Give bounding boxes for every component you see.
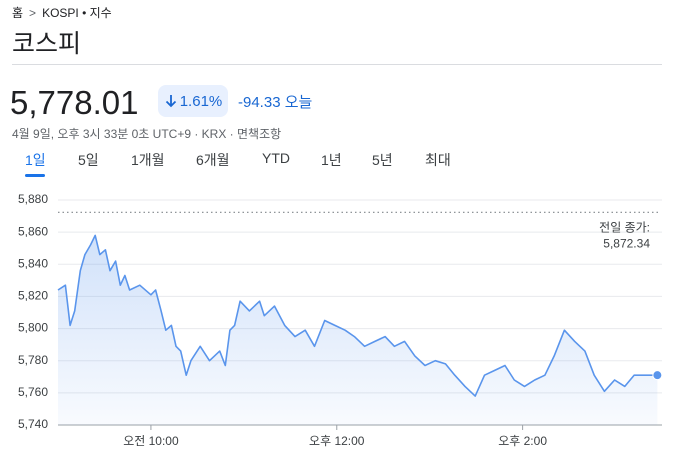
y-tick-label: 5,860 bbox=[18, 224, 48, 238]
change-pill: 1.61% bbox=[158, 85, 228, 117]
change-period: 오늘 bbox=[284, 94, 313, 111]
x-tick-label: 오전 10:00 bbox=[123, 434, 179, 448]
tab[interactable]: 6개월 bbox=[196, 152, 230, 168]
last-point bbox=[652, 370, 663, 381]
title: 코스피 bbox=[12, 30, 82, 58]
tab[interactable]: 1년 bbox=[321, 152, 342, 168]
y-tick-label: 5,800 bbox=[18, 321, 48, 335]
y-tick-label: 5,740 bbox=[18, 417, 48, 431]
tab[interactable]: 최대 bbox=[425, 152, 451, 168]
y-tick-label: 5,760 bbox=[18, 385, 48, 399]
y-tick-label: 5,780 bbox=[18, 353, 48, 367]
meta: 4월 9일, 오후 3시 33분 0초 UTC+9 · KRX · 면책조항 bbox=[12, 127, 282, 141]
tab[interactable]: YTD bbox=[262, 150, 290, 166]
breadcrumb-current: KOSPI • 지수 bbox=[42, 6, 112, 20]
line bbox=[57, 234, 658, 397]
chart: 5,740 5,760 5,780 5,800 5,820 5,840 5,860 5,880… bbox=[18, 192, 663, 448]
y-tick-label: 5,820 bbox=[18, 289, 48, 303]
previous-close-value: 5,872.34 bbox=[603, 236, 650, 250]
breadcrumb-home[interactable]: 홈 bbox=[12, 6, 24, 20]
tab[interactable]: 5일 bbox=[78, 152, 99, 168]
x-tick-label: 오후 2:00 bbox=[498, 434, 547, 448]
x-tick-label: 오후 12:00 bbox=[309, 434, 365, 448]
price: 5,778.01 bbox=[10, 84, 139, 121]
tab[interactable]: 1개월 bbox=[131, 152, 165, 168]
tab[interactable]: 1일 bbox=[25, 152, 46, 168]
divider bbox=[12, 64, 662, 65]
down-arrow bbox=[165, 95, 176, 108]
change: -94.33 오늘 bbox=[238, 91, 312, 112]
change-value: -94.33 bbox=[238, 94, 281, 111]
change-percent: 1.61% bbox=[179, 92, 223, 110]
breadcrumb: 홈 > KOSPI • 지수 bbox=[12, 6, 112, 20]
y-tick-label: 5,840 bbox=[18, 256, 48, 270]
area bbox=[58, 235, 658, 425]
previous-close-title: 전일 종가: bbox=[599, 220, 650, 234]
tab[interactable]: 5년 bbox=[372, 152, 393, 168]
y-tick-label: 5,880 bbox=[18, 192, 48, 206]
active-tab-indicator bbox=[25, 174, 45, 177]
